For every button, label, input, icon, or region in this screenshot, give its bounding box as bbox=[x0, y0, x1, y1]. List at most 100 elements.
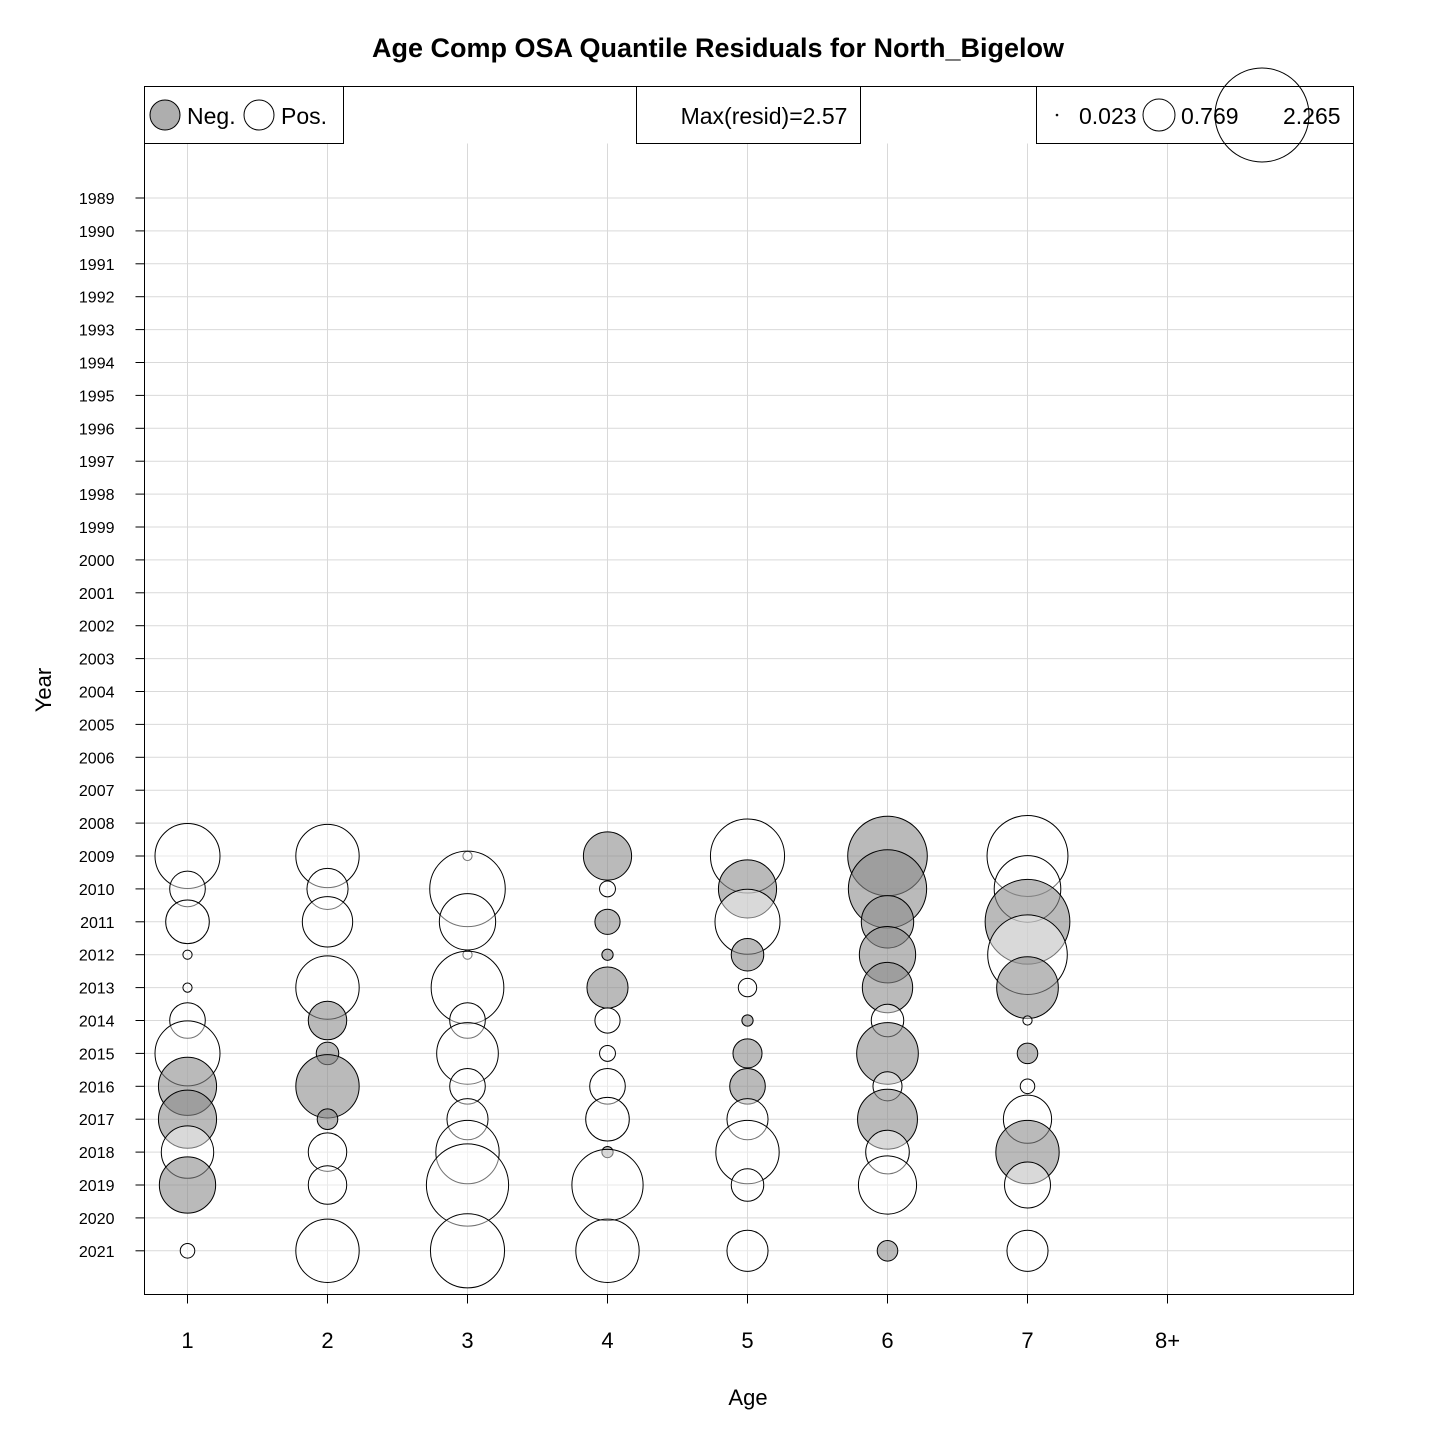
y-tick-label: 2008 bbox=[79, 816, 115, 833]
bubble-positive bbox=[462, 949, 473, 960]
bubble-negative bbox=[861, 961, 914, 1014]
bubble-positive bbox=[599, 880, 616, 898]
bubble-positive bbox=[857, 1155, 918, 1215]
y-tick-label: 1991 bbox=[79, 257, 115, 274]
bubble-positive bbox=[865, 1129, 910, 1175]
bubble-positive bbox=[435, 1119, 500, 1185]
bubble-negative bbox=[586, 966, 629, 1009]
bubble-positive bbox=[307, 1132, 348, 1172]
neg-legend-label: Neg. bbox=[187, 103, 236, 129]
y-tick-label: 1995 bbox=[79, 388, 115, 405]
chart-title: Age Comp OSA Quantile Residuals for Nort… bbox=[372, 33, 1065, 63]
bubble-positive bbox=[571, 1148, 644, 1222]
bubble-negative bbox=[157, 1089, 218, 1149]
y-tick-label: 2021 bbox=[79, 1244, 115, 1261]
y-tick-label: 1999 bbox=[79, 520, 115, 537]
bubble-negative bbox=[732, 1038, 763, 1069]
y-tick-label: 2001 bbox=[79, 586, 115, 603]
x-tick-label: 2 bbox=[321, 1328, 333, 1353]
neg-legend-swatch bbox=[149, 99, 181, 131]
y-tick-label: 2003 bbox=[79, 652, 115, 669]
x-axis-label: Age bbox=[728, 1385, 767, 1410]
bubble-positive bbox=[589, 1068, 626, 1105]
bubble-positive bbox=[1019, 1078, 1036, 1095]
y-tick-label: 2015 bbox=[79, 1046, 115, 1063]
bubble-positive bbox=[726, 1229, 769, 1272]
size-legend-large-label: 2.265 bbox=[1283, 103, 1341, 129]
bubble-positive bbox=[446, 1098, 489, 1141]
y-tick-label: 2016 bbox=[79, 1079, 115, 1096]
bubbles bbox=[154, 815, 1071, 1289]
bubble-positive bbox=[430, 950, 505, 1025]
y-tick-label: 1990 bbox=[79, 224, 115, 241]
bubble-positive bbox=[154, 823, 221, 889]
y-tick-label: 2010 bbox=[79, 882, 115, 899]
y-tick-label: 2007 bbox=[79, 783, 115, 800]
y-axis-label: Year bbox=[31, 668, 56, 712]
y-tick-label: 2013 bbox=[79, 981, 115, 998]
bubble-negative bbox=[729, 1068, 766, 1105]
bubble-positive bbox=[438, 893, 497, 951]
bubble-negative bbox=[876, 1240, 899, 1262]
y-tick-label: 1996 bbox=[79, 421, 115, 438]
size-legend: 0.023 0.769 2.265 bbox=[1036, 67, 1354, 163]
x-tick-label: 4 bbox=[601, 1328, 613, 1353]
bubble-negative bbox=[158, 1156, 217, 1214]
size-legend-small-label: 0.023 bbox=[1079, 103, 1137, 129]
x-tick-label: 3 bbox=[461, 1328, 473, 1353]
bubble-positive bbox=[575, 1218, 640, 1283]
size-legend-medium-label: 0.769 bbox=[1181, 103, 1239, 129]
y-tick-label: 2018 bbox=[79, 1145, 115, 1162]
x-tick-label: 1 bbox=[181, 1328, 193, 1353]
bubble-positive bbox=[715, 1119, 780, 1185]
bubble-positive bbox=[594, 1007, 621, 1034]
sign-legend: Neg. Pos. bbox=[144, 86, 344, 144]
max-resid-text: Max(resid)=2.57 bbox=[681, 103, 848, 129]
bubble-positive bbox=[307, 1165, 348, 1205]
max-resid-legend: Max(resid)=2.57 bbox=[636, 86, 861, 144]
bubble-positive bbox=[1006, 1229, 1049, 1272]
bubble-positive bbox=[295, 1218, 360, 1283]
y-tick-label: 2020 bbox=[79, 1211, 115, 1228]
y-tick-label: 2017 bbox=[79, 1112, 115, 1129]
size-legend-large-circle bbox=[1214, 67, 1310, 163]
y-tick-label: 2012 bbox=[79, 948, 115, 965]
y-axis: 1989 1990 1991 1992 1993 1994 1995 1996 1997 1998… bbox=[79, 191, 145, 1261]
size-legend-medium-circle bbox=[1142, 98, 1176, 132]
size-legend-small-circle bbox=[1055, 113, 1059, 117]
bubble-positive bbox=[1022, 1015, 1033, 1026]
bubble-positive bbox=[169, 870, 206, 908]
pos-legend-label: Pos. bbox=[281, 103, 327, 129]
bubble-positive bbox=[737, 977, 758, 998]
x-tick-label: 7 bbox=[1021, 1328, 1033, 1353]
y-tick-label: 2002 bbox=[79, 619, 115, 636]
y-tick-label: 1993 bbox=[79, 323, 115, 340]
bubble-negative bbox=[601, 948, 614, 961]
bubble-negative bbox=[741, 1014, 754, 1027]
bubble-negative bbox=[856, 1022, 919, 1085]
bubble-positive bbox=[295, 823, 360, 889]
y-tick-label: 1998 bbox=[79, 487, 115, 504]
pos-legend-swatch bbox=[243, 99, 275, 131]
bubble-positive bbox=[301, 896, 354, 948]
bubble-positive bbox=[179, 1243, 196, 1259]
y-tick-label: 2009 bbox=[79, 849, 115, 866]
bubble-positive bbox=[436, 1022, 499, 1085]
y-tick-label: 1997 bbox=[79, 454, 115, 471]
bubble-negative bbox=[730, 937, 765, 972]
bubble-positive bbox=[429, 850, 506, 928]
x-tick-label: 5 bbox=[741, 1328, 753, 1353]
bubble-positive bbox=[1004, 1161, 1051, 1209]
y-tick-label: 1989 bbox=[79, 191, 115, 208]
x-tick-label: 6 bbox=[881, 1328, 893, 1353]
max-resid-box bbox=[636, 86, 861, 144]
bubble-positive bbox=[726, 1098, 769, 1141]
y-tick-label: 2005 bbox=[79, 717, 115, 734]
bubble-negative bbox=[857, 1088, 918, 1150]
bubble-positive bbox=[425, 1143, 510, 1227]
x-tick-label: 8+ bbox=[1155, 1328, 1180, 1353]
bubble-positive bbox=[182, 949, 193, 960]
bubble-positive bbox=[449, 1068, 486, 1105]
bubble-positive bbox=[182, 982, 193, 993]
bubble-positive bbox=[585, 1096, 630, 1142]
